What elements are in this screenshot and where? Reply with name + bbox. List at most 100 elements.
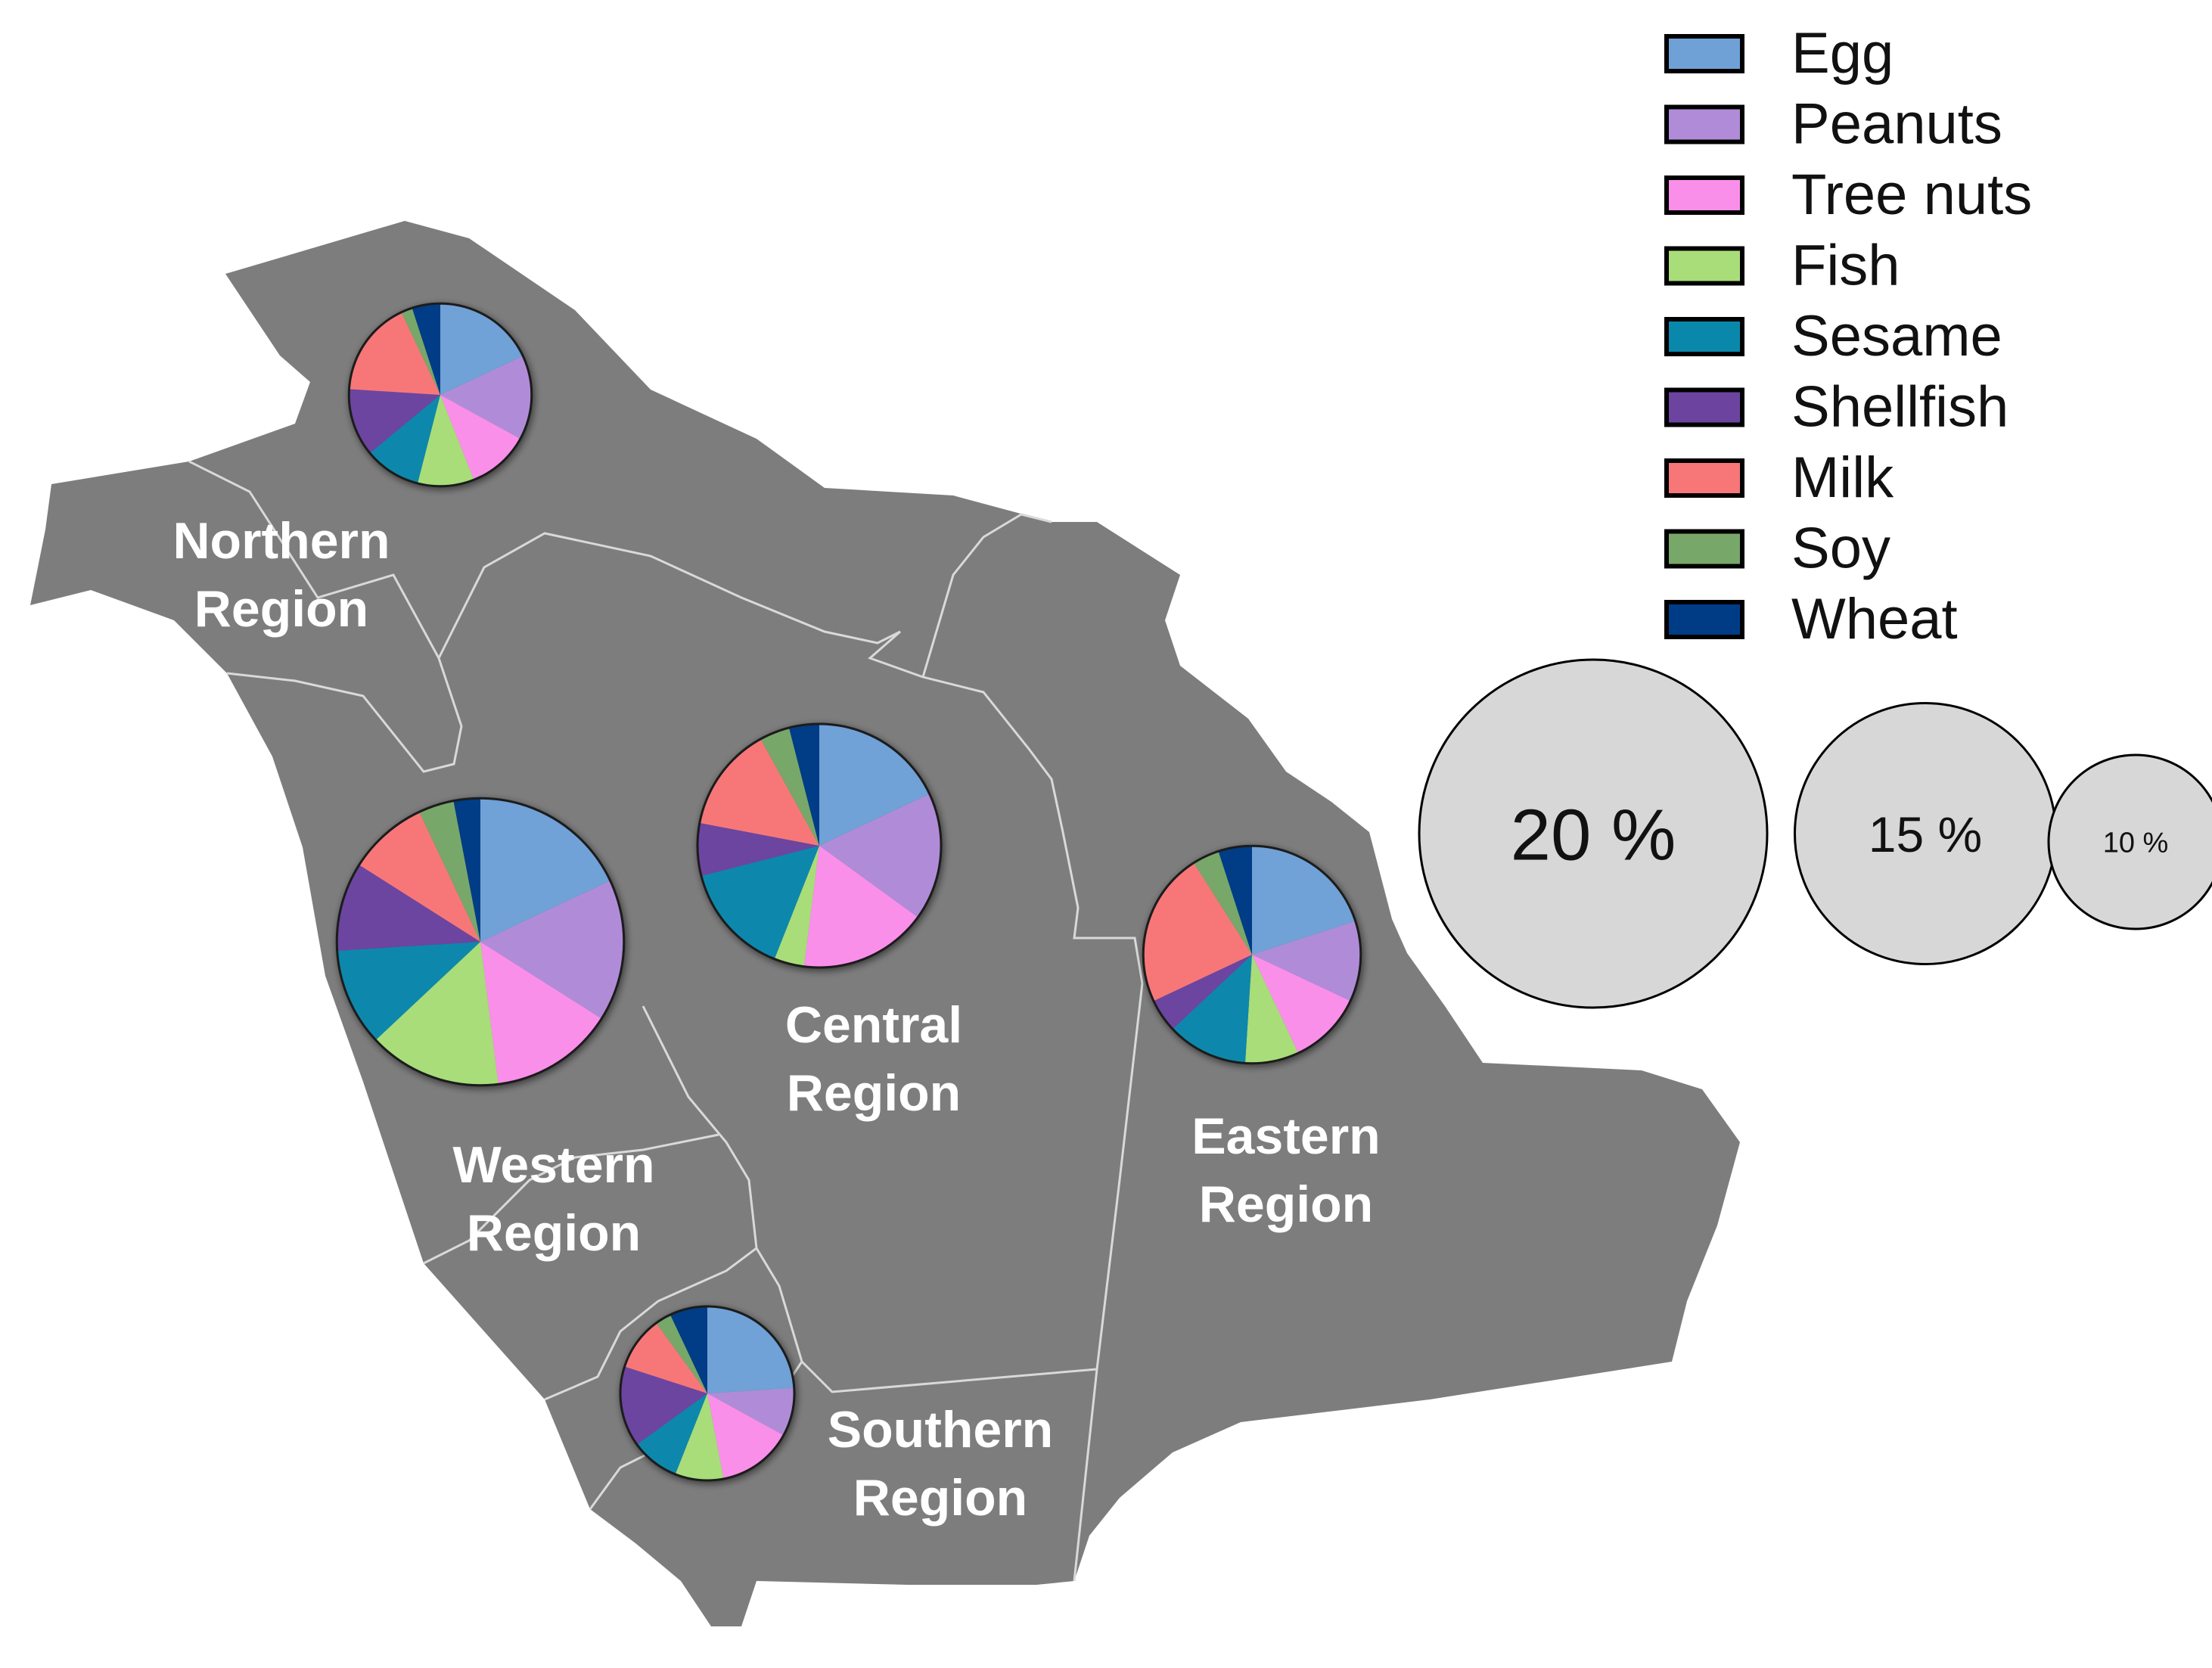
pie-slice-eastern-peanuts: [1252, 921, 1361, 1002]
region-label-line2: Region: [853, 1469, 1027, 1527]
legend-swatch: [1664, 104, 1744, 144]
legend-item-soy: Soy: [1664, 517, 1890, 581]
pie-slice-southern-peanuts: [707, 1387, 794, 1436]
legend-label: Sesame: [1791, 304, 2002, 368]
region-label-line2: Region: [787, 1064, 961, 1122]
region-label-central: Central Region: [785, 996, 962, 1122]
pie-slice-southern-egg: [707, 1306, 794, 1393]
pie-slice-southern-wheat: [670, 1306, 707, 1393]
legend-label: Milk: [1791, 446, 1894, 510]
legend-item-peanuts: Peanuts: [1664, 92, 2002, 157]
region-label-line1: Eastern: [1191, 1107, 1380, 1165]
size-key-label: 20 %: [1511, 795, 1676, 876]
pie-slice-northern-fish: [417, 395, 474, 486]
region-label-line2: Region: [194, 580, 368, 638]
legend-item-tree-nuts: Tree nuts: [1664, 163, 2032, 227]
size-key-disc: [2047, 753, 2212, 930]
region-label-line2: Region: [467, 1204, 641, 1262]
region-borders: [188, 460, 1144, 1582]
region-label-line1: Northern: [172, 512, 390, 570]
pie-slice-eastern-wheat: [1218, 846, 1252, 955]
pie-slice-northern-tree-nuts: [440, 395, 520, 480]
pie-outline-eastern: [1142, 844, 1362, 1065]
pie-slice-western-shellfish: [337, 865, 480, 951]
region-label-northern: Northern Region: [172, 512, 390, 638]
pie-slice-northern-peanuts: [440, 356, 532, 440]
pie-slice-southern-fish: [675, 1393, 724, 1480]
pie-slice-central-sesame: [701, 846, 819, 959]
pie-slice-western-tree-nuts: [480, 942, 602, 1085]
pie-slice-northern-soy: [401, 308, 440, 395]
pie-slice-southern-shellfish: [620, 1366, 707, 1445]
pie-slice-eastern-egg: [1252, 846, 1356, 955]
pie-outline-western: [335, 797, 626, 1087]
legend-swatch: [1664, 246, 1744, 286]
region-label-line1: Central: [785, 996, 962, 1054]
pie-outline-southern: [619, 1305, 796, 1482]
size-key: 20 % 15 % 10 %: [1418, 658, 2212, 1009]
legend-swatch: [1664, 175, 1744, 215]
legend-swatch: [1664, 600, 1744, 639]
pie-slice-western-sesame: [337, 942, 480, 1040]
pie-slice-eastern-fish: [1244, 955, 1299, 1064]
pie-southern: [619, 1305, 796, 1482]
size-key-disc: [1418, 658, 1769, 1009]
legend-label: Fish: [1791, 234, 1900, 298]
region-label-southern: Southern Region: [828, 1401, 1053, 1527]
pie-eastern: [1142, 844, 1362, 1065]
size-key-circle-15: 15 %: [1794, 702, 2057, 965]
pie-slice-western-fish: [375, 942, 499, 1086]
pie-slice-southern-milk: [624, 1322, 707, 1393]
legend-label: Wheat: [1791, 587, 1958, 651]
legend-label: Tree nuts: [1791, 163, 2032, 227]
size-key-label: 15 %: [1869, 806, 1982, 862]
legend-label: Shellfish: [1791, 375, 2009, 440]
pie-slice-northern-shellfish: [349, 389, 440, 453]
region-label-line1: Southern: [828, 1401, 1053, 1458]
pie-slice-northern-sesame: [369, 395, 440, 483]
pie-slice-eastern-shellfish: [1153, 955, 1252, 1030]
pie-slice-western-egg: [480, 798, 610, 942]
pie-slice-western-wheat: [453, 798, 480, 942]
pie-central: [696, 722, 943, 969]
pie-western: [335, 797, 626, 1087]
legend-label: Egg: [1791, 21, 1894, 85]
pie-slice-eastern-soy: [1193, 851, 1252, 955]
legend-item-milk: Milk: [1664, 446, 1894, 510]
pie-charts-layer: [335, 302, 1362, 1482]
legend-label: Soy: [1791, 517, 1890, 581]
pie-slice-central-wheat: [788, 724, 819, 846]
legend-item-fish: Fish: [1664, 234, 1900, 298]
pie-outline-northern: [347, 302, 533, 488]
pie-slice-western-soy: [419, 800, 480, 942]
legend-item-wheat: Wheat: [1664, 587, 1958, 651]
pie-northern: [347, 302, 533, 488]
pie-slice-northern-egg: [440, 303, 523, 395]
pie-slice-eastern-sesame: [1173, 955, 1252, 1064]
pie-slice-southern-soy: [656, 1314, 707, 1393]
region-label-line1: Western: [452, 1136, 654, 1194]
pie-slice-western-peanuts: [480, 881, 624, 1019]
pie-slice-central-fish: [774, 846, 819, 967]
legend-item-egg: Egg: [1664, 21, 1894, 85]
region-label-eastern: Eastern Region: [1191, 1107, 1380, 1233]
legend-item-sesame: Sesame: [1664, 304, 2002, 368]
region-labels-layer: Northern Region Central Region Western Region…: [172, 512, 1380, 1527]
size-key-circle-20: 20 %: [1418, 658, 1769, 1009]
pie-slice-southern-sesame: [636, 1393, 707, 1474]
legend-swatch: [1664, 317, 1744, 356]
legend-swatch: [1664, 458, 1744, 498]
pie-slice-northern-milk: [349, 312, 440, 395]
pie-outline-central: [696, 722, 943, 969]
size-key-label: 10 %: [2103, 828, 2169, 859]
legend-swatch: [1664, 529, 1744, 569]
size-key-circle-10: 10 %: [2047, 753, 2212, 930]
pie-slice-northern-wheat: [412, 303, 440, 395]
pie-slice-eastern-milk: [1143, 862, 1252, 1002]
pie-slice-central-tree-nuts: [803, 846, 918, 968]
pie-slice-central-egg: [819, 724, 930, 846]
region-label-line2: Region: [1199, 1176, 1373, 1233]
pie-slice-central-soy: [760, 728, 819, 846]
